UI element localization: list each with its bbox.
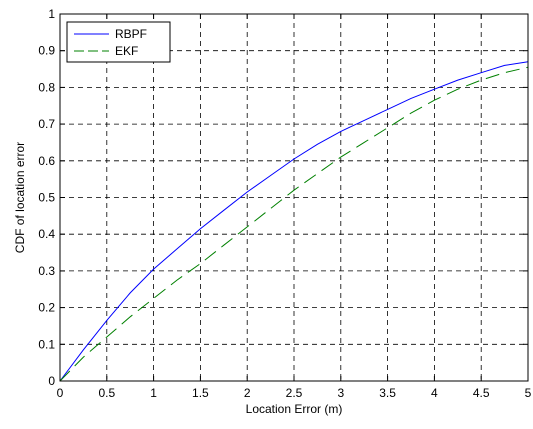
- legend-box: [66, 21, 171, 63]
- y-axis-label: CDF of location error: [13, 142, 27, 253]
- x-tick-label: 2: [244, 386, 251, 400]
- x-tick-label: 1.5: [192, 386, 209, 400]
- x-tick-label: 4.5: [473, 386, 490, 400]
- ticks: 0 0.5 1 1.5 2 2.5 3 3.5 4 4.5 5 0 0.1 0.2 0.3 0.4 0.5 0.6…: [38, 7, 531, 400]
- legend: RBPF EKF: [66, 21, 171, 63]
- y-tick-label: 0.5: [38, 191, 55, 205]
- legend-label-rbpf: RBPF: [115, 27, 147, 41]
- series-line-ekf: [59, 66, 529, 382]
- x-tick-label: 1: [150, 386, 157, 400]
- y-tick-label: 0.9: [38, 44, 55, 58]
- x-tick-label: 3.5: [379, 386, 396, 400]
- x-tick-label: 4: [431, 386, 438, 400]
- x-tick-label: 5: [525, 386, 532, 400]
- x-tick-label: 3: [337, 386, 344, 400]
- grid: [60, 14, 528, 381]
- x-axis-label: Location Error (m): [246, 402, 343, 416]
- series-line-rbpf: [59, 61, 529, 382]
- y-tick-label: 0.8: [38, 80, 55, 94]
- y-tick-label: 0.3: [38, 264, 55, 278]
- y-tick-label: 1: [48, 7, 55, 21]
- x-tick-label: 2.5: [286, 386, 303, 400]
- y-tick-label: 0.6: [38, 154, 55, 168]
- y-tick-label: 0.2: [38, 301, 55, 315]
- y-tick-label: 0.7: [38, 117, 55, 131]
- series-group: [59, 61, 529, 382]
- y-tick-label: 0: [48, 374, 55, 388]
- y-tick-label: 0.4: [38, 227, 55, 241]
- x-tick-label: 0.5: [98, 386, 115, 400]
- x-tick-label: 0: [57, 386, 64, 400]
- legend-label-ekf: EKF: [115, 44, 138, 58]
- y-tick-label: 0.1: [38, 337, 55, 351]
